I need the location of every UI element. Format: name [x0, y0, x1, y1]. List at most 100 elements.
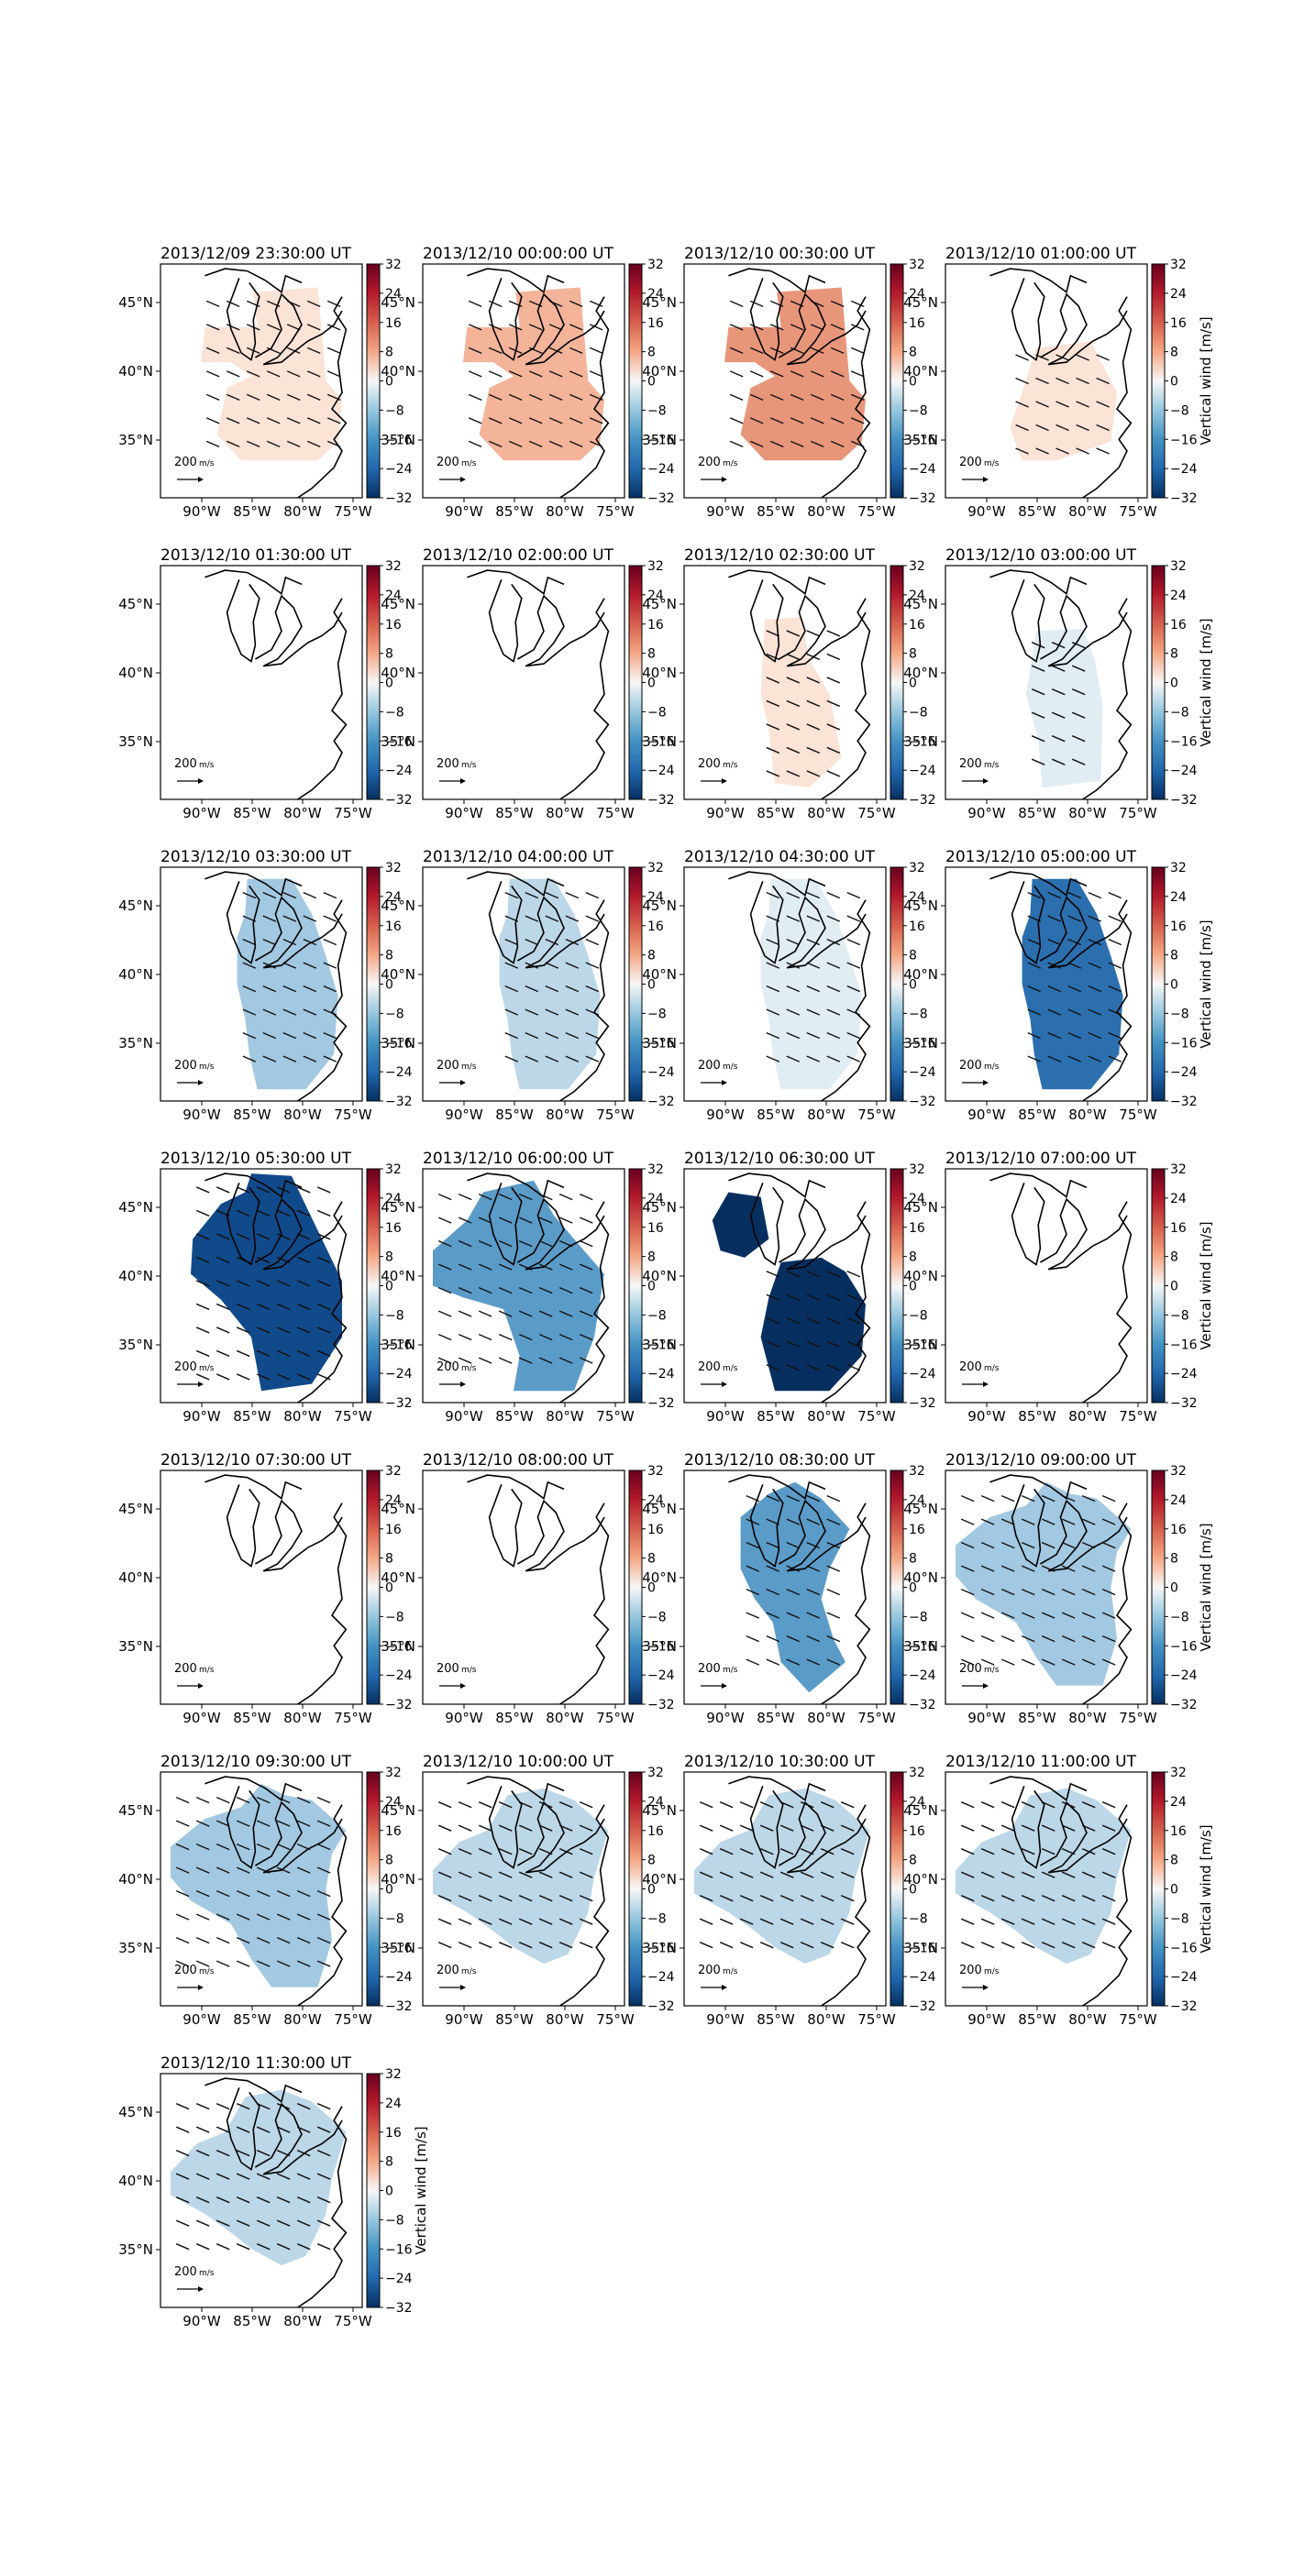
colorbar-tick-label: −32 — [1170, 793, 1198, 808]
colorbar-tick-label: 16 — [647, 618, 664, 633]
wind-vector — [806, 677, 821, 684]
wind-vector — [766, 723, 780, 731]
scale-label-unit: m/s — [461, 1062, 477, 1072]
colorbar-tick-label: 16 — [647, 316, 664, 331]
wind-vector — [296, 2103, 311, 2110]
wind-vector — [1015, 401, 1029, 408]
colorbar-tick-label: −24 — [385, 1367, 413, 1382]
wind-vector — [316, 1889, 331, 1898]
wind-vector — [498, 1263, 513, 1271]
colorbar-tick-label: 0 — [909, 1581, 917, 1596]
wind-region — [712, 1192, 769, 1258]
scale-label-value: 200 — [959, 456, 982, 469]
x-tick-label: 90°W — [445, 1408, 483, 1425]
x-tick-label: 85°W — [495, 503, 534, 520]
wind-vector — [786, 1055, 801, 1062]
wind-vector — [195, 2126, 210, 2133]
wind-vector — [1108, 962, 1122, 969]
coastline — [821, 1804, 871, 2006]
coastline — [728, 1474, 826, 1500]
wind-vector — [1021, 1635, 1035, 1643]
scale-label-unit: m/s — [984, 459, 1000, 468]
wind-vector — [256, 1233, 271, 1240]
colorbar-tick-label: 16 — [647, 1824, 664, 1839]
wind-vector — [1047, 938, 1062, 946]
wind-vector — [242, 962, 257, 969]
scale-label-unit: m/s — [461, 1364, 477, 1373]
wind-vector — [216, 1349, 230, 1358]
wind-vector — [826, 653, 841, 661]
colorbar-tick-label: −8 — [647, 1007, 667, 1021]
x-tick-label: 90°W — [182, 1408, 221, 1425]
wind-vector — [195, 1889, 210, 1898]
wind-vector — [786, 985, 801, 993]
wind-region — [760, 1257, 866, 1392]
wind-vector — [282, 938, 297, 946]
wind-vector — [769, 417, 784, 424]
wind-vector — [699, 1824, 713, 1832]
colorbar — [1151, 1470, 1166, 1705]
x-tick-label: 90°W — [706, 2011, 745, 2028]
coastline — [1011, 1183, 1045, 1266]
scale-arrow-head — [198, 1382, 204, 1387]
x-tick-label: 80°W — [283, 805, 322, 821]
map-frame — [945, 866, 1148, 1102]
wind-vector — [508, 370, 523, 378]
colorbar-tick-label: −32 — [385, 793, 413, 808]
wind-vector — [282, 985, 297, 993]
wind-vector — [316, 1936, 331, 1944]
wind-vector — [565, 1008, 580, 1016]
wind-vector — [306, 440, 321, 447]
y-tick-label: 35°N — [118, 1940, 153, 1956]
wind-vector — [766, 938, 780, 946]
scale-label-unit: m/s — [461, 459, 477, 468]
wind-vector — [316, 2150, 331, 2157]
wind-vector — [766, 1494, 780, 1503]
colorbar-tick-label: 8 — [385, 949, 393, 963]
wind-vector — [830, 440, 845, 447]
wind-vector — [266, 440, 281, 447]
wind-vector — [826, 630, 841, 637]
colorbar-tick-label: 0 — [647, 677, 656, 691]
wind-vector — [766, 1271, 780, 1278]
wind-vector — [766, 677, 780, 684]
wind-vector — [437, 1310, 452, 1317]
wind-vector — [826, 723, 841, 731]
wind-vector — [276, 1233, 291, 1240]
coastline — [749, 278, 784, 361]
colorbar-tick-label: 16 — [1170, 1824, 1187, 1839]
y-tick-label: 35°N — [381, 733, 415, 750]
wind-vector — [1035, 401, 1049, 408]
scale-label-unit: m/s — [723, 1062, 738, 1072]
colorbar-tick-label: −32 — [647, 793, 675, 808]
wind-vector — [236, 1303, 250, 1311]
coastline — [297, 2106, 348, 2307]
map-frame — [945, 1470, 1148, 1705]
wind-vector — [276, 1303, 291, 1311]
map-frame — [683, 1470, 887, 1705]
wind-vector — [1101, 1801, 1116, 1809]
y-tick-label: 45°N — [381, 1802, 415, 1819]
wind-vector — [806, 699, 821, 708]
wind-vector — [980, 1824, 995, 1832]
wind-vector — [276, 2219, 291, 2227]
x-tick-label: 75°W — [334, 2011, 372, 2028]
wind-vector — [256, 2126, 271, 2133]
colorbar-tick-label: 24 — [1170, 890, 1187, 905]
wind-vector — [478, 1871, 492, 1878]
map-frame — [160, 565, 363, 800]
coastline — [821, 1201, 871, 1403]
coastline — [749, 1183, 784, 1266]
wind-vector — [316, 2126, 331, 2133]
wind-vector — [246, 370, 260, 378]
wind-vector — [256, 1373, 271, 1381]
wind-vector — [256, 1303, 271, 1311]
colorbar-tick-label: 32 — [1170, 861, 1187, 875]
y-tick-label: 40°N — [118, 2173, 153, 2189]
colorbar — [890, 1771, 904, 2007]
y-tick-label: 40°N — [903, 665, 938, 681]
wind-region — [694, 1788, 870, 1965]
